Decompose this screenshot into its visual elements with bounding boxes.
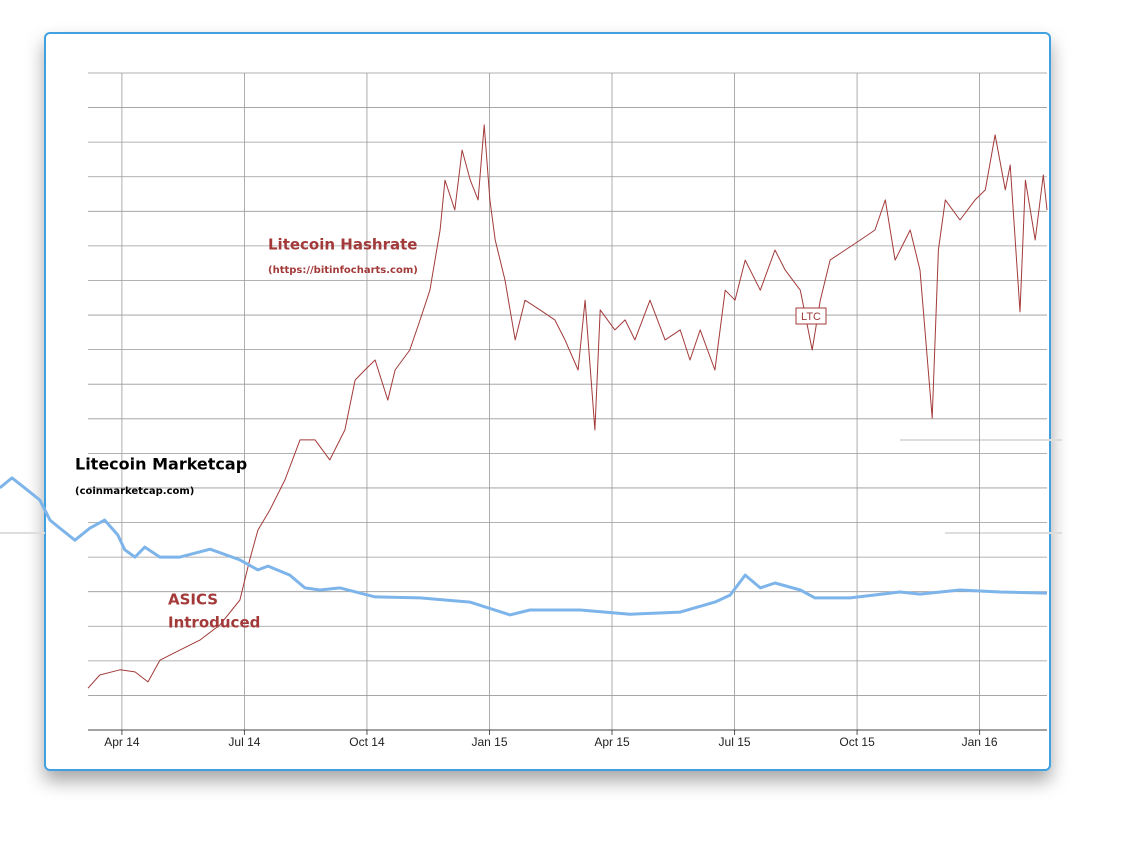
marker-box bbox=[795, 307, 827, 325]
x-tick-label: Jul 14 bbox=[228, 735, 260, 749]
annotation: Litecoin Marketcap bbox=[75, 455, 247, 474]
x-tick-label: Jan 16 bbox=[962, 735, 998, 749]
marker-label: LTC bbox=[801, 311, 821, 323]
annotation: Litecoin Hashrate bbox=[268, 236, 417, 254]
annotation: Introduced bbox=[168, 614, 260, 632]
x-tick-label: Oct 15 bbox=[839, 735, 875, 749]
grid bbox=[88, 72, 1047, 735]
x-tick-label: Apr 14 bbox=[104, 735, 140, 749]
lines bbox=[0, 124, 1048, 689]
series-line bbox=[0, 476, 1048, 617]
x-tick-label: Jan 15 bbox=[471, 735, 507, 749]
x-tick-label: Apr 15 bbox=[594, 735, 630, 749]
x-tick-label: Jul 15 bbox=[719, 735, 751, 749]
x-tick-label: Oct 14 bbox=[349, 735, 385, 749]
annotation: (coinmarketcap.com) bbox=[75, 486, 194, 497]
series-line bbox=[87, 124, 1048, 689]
annotation: ASICS bbox=[168, 591, 218, 609]
annotation: (https://bitinfocharts.com) bbox=[268, 265, 418, 276]
card bbox=[44, 32, 1051, 771]
